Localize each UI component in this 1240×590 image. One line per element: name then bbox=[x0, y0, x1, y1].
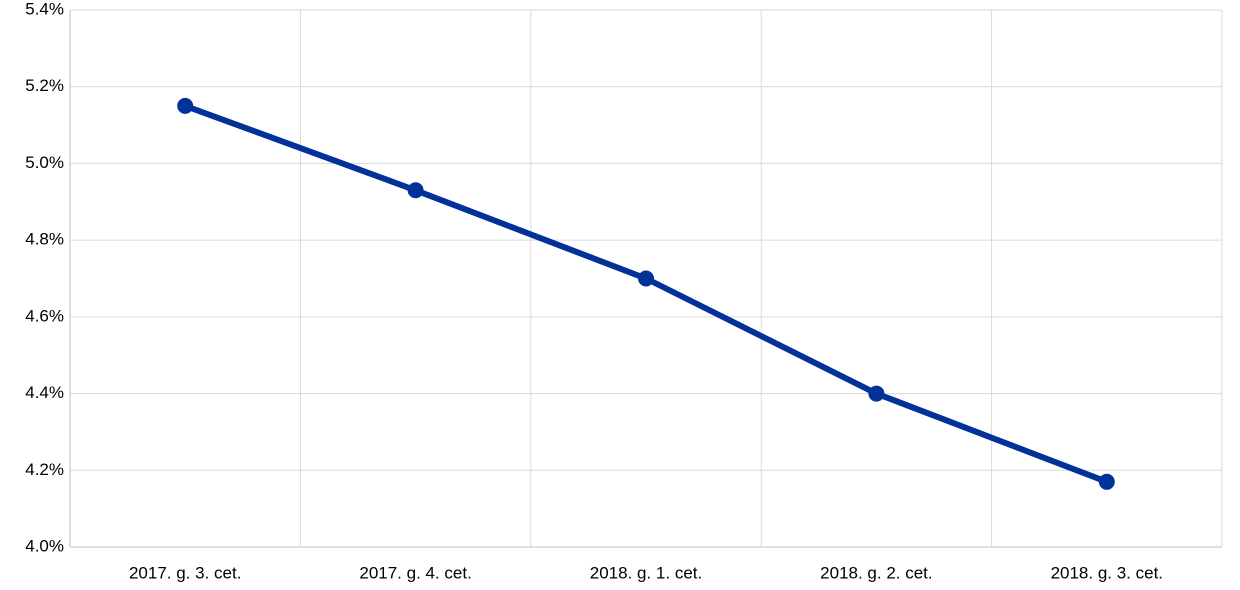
line bbox=[184, 103, 1108, 485]
x-tick-label: 2017. g. 4. cet. bbox=[359, 563, 471, 582]
x-tick-label: 2018. g. 2. cet. bbox=[820, 563, 932, 582]
x-tick-label: 2018. g. 1. cet. bbox=[590, 563, 702, 582]
marker bbox=[177, 97, 194, 114]
y-tick-label: 4.0% bbox=[25, 536, 64, 555]
y-tick-label: 5.2% bbox=[25, 76, 64, 95]
y-tick-label: 4.4% bbox=[25, 383, 64, 402]
marker bbox=[1098, 473, 1115, 490]
y-tick-label: 5.4% bbox=[25, 0, 64, 18]
marker bbox=[407, 182, 424, 199]
y-tick-label: 5.0% bbox=[25, 153, 64, 172]
marker bbox=[868, 385, 885, 402]
y-tick-label: 4.8% bbox=[25, 230, 64, 249]
marker bbox=[638, 270, 654, 287]
x-tick-label: 2018. g. 3. cet. bbox=[1051, 563, 1163, 582]
x-tick-label: 2017. g. 3. cet. bbox=[129, 563, 241, 582]
y-tick-label: 4.6% bbox=[25, 306, 64, 325]
y-tick-label: 4.2% bbox=[25, 460, 64, 479]
